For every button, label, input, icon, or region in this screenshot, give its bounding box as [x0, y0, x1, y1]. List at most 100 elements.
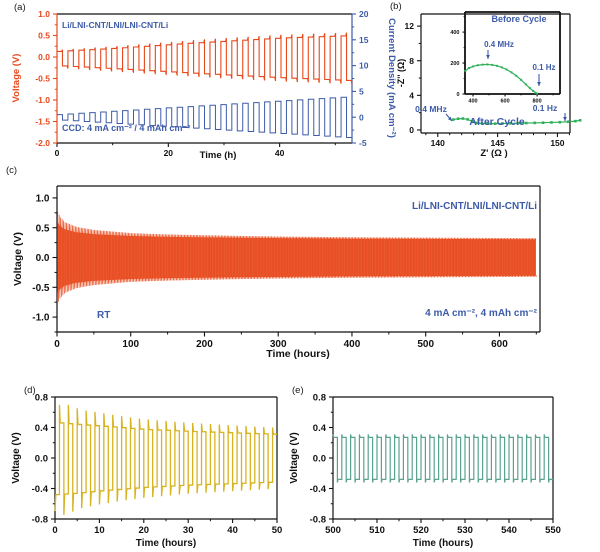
x-tick-label: 520: [413, 525, 429, 536]
y-tick-label: 0: [456, 92, 459, 98]
panel-c-tag: (c): [6, 165, 18, 176]
series-before-cycle-eis: [464, 63, 538, 95]
x-tick-label: 0: [52, 525, 57, 536]
series-marker-after-cycle-eis: [486, 122, 490, 126]
y2-tick-label: 20: [359, 9, 369, 19]
x-tick-label: 140: [431, 138, 445, 148]
x-tick-label: 145: [491, 138, 505, 148]
series-marker-after-cycle-eis: [508, 122, 511, 125]
panel-d: 0 10 20 30 40 50 0.8 0.4 0.0 -0.4 -0.8 Time (hours)…: [11, 392, 282, 549]
y-tick-label: 0.8: [35, 392, 48, 403]
annotation-arrow-head: [563, 117, 567, 121]
c-ylabel: Voltage (V): [12, 232, 24, 286]
y-tick-label: 1.0: [38, 9, 50, 19]
y2-tick-label: -5: [359, 138, 367, 148]
y-tick-label: 0.4: [35, 423, 49, 434]
series-marker-after-cycle-eis: [558, 120, 562, 124]
y-tick-label: -1.0: [35, 95, 50, 105]
y-tick-label: 0.0: [38, 52, 50, 62]
b-ylabel: -Z'' (Ω): [396, 59, 406, 88]
series-current-density: [57, 96, 352, 139]
series-marker-after-cycle-eis: [578, 118, 582, 122]
e-xlabel: Time (hours): [413, 538, 473, 549]
x-tick-label: 600: [500, 99, 509, 105]
series-marker-before-cycle-eis: [468, 67, 471, 70]
c-xlabel: Time (hours): [266, 348, 329, 360]
annotation: 0.4 MHz: [484, 40, 514, 49]
x-tick-label: 530: [457, 525, 473, 536]
y-tick-label: 0.0: [313, 453, 326, 464]
panel-b-tag: (b): [390, 1, 402, 12]
panel-e-tag: (e): [292, 385, 304, 396]
x-tick-label: 150: [550, 138, 564, 148]
y2-tick-label: 15: [359, 35, 369, 45]
panel-b-inset: 400 600 800 0 200 400 Before Cycle 0.4 MHz 0.1 H…: [450, 11, 561, 105]
y-tick-label: 4: [409, 90, 414, 100]
series-marker-before-cycle-eis: [515, 74, 518, 77]
y-tick-label: -0.5: [35, 74, 50, 84]
panel-a: 0 20 40 1.0 0.5 0.0 -0.5 -1.0 -1.5 -2.0 20 15 10 5 0 -5…: [11, 9, 397, 161]
series-marker-before-cycle-eis: [472, 65, 475, 68]
annotation: 0.4 MHz: [415, 104, 447, 114]
y-tick-label: -0.5: [32, 283, 50, 294]
series-marker-before-cycle-eis: [510, 71, 513, 74]
series-marker-before-cycle-eis: [524, 83, 527, 86]
series-voltage-0-50h: [54, 404, 277, 515]
x-tick-label: 30: [183, 525, 194, 536]
x-tick-label: 540: [501, 525, 517, 536]
series-marker-before-cycle-eis: [528, 87, 531, 90]
y-tick-label: 0: [409, 125, 414, 135]
x-tick-label: 20: [164, 148, 174, 158]
x-tick-label: 100: [122, 339, 139, 350]
series-marker-before-cycle-eis: [464, 69, 467, 72]
d-xlabel: Time (hours): [136, 538, 196, 549]
series-marker-after-cycle-eis: [456, 117, 460, 121]
y-tick-label: 400: [450, 30, 459, 36]
series-marker-after-cycle-eis: [516, 121, 520, 125]
series-marker-after-cycle-eis: [566, 120, 570, 124]
y-tick-label: 0.8: [313, 392, 326, 403]
series-marker-before-cycle-eis: [476, 64, 479, 67]
y-tick-label: 0.5: [36, 223, 50, 234]
annotation: Li/LNI-CNT/LNI/LNI-CNT/Li: [412, 201, 537, 212]
series-voltage: [57, 32, 353, 85]
y-tick-label: 1.0: [36, 194, 50, 205]
series-marker-after-cycle-eis: [480, 122, 484, 125]
y2-tick-label: 5: [359, 86, 364, 96]
annotation-arrow-head: [486, 55, 490, 59]
x-tick-label: 300: [270, 339, 287, 350]
y2-tick-label: 10: [359, 61, 369, 71]
series-marker-after-cycle-eis: [550, 121, 553, 124]
series-marker-after-cycle-eis: [574, 119, 577, 123]
y-tick-label: -0.8: [32, 514, 48, 525]
y-tick-label: -1.5: [35, 117, 50, 127]
panel-c: 0 100 200 300 400 500 600 1.0 0.5 0.0 -0.5 -1.0 Time…: [12, 185, 541, 360]
series-marker-before-cycle-eis: [486, 63, 489, 66]
annotation: CCD: 4 mA cm⁻² / 4 mAh cm⁻²: [62, 123, 190, 133]
annotation: Li/LNI-CNT/LNI/LNI-CNT/Li: [62, 20, 168, 30]
a-y2label: Current Density (mA cm⁻²): [386, 18, 397, 138]
panel-d-tag: (d): [24, 385, 36, 396]
series-marker-before-cycle-eis: [532, 89, 535, 92]
series-marker-after-cycle-eis: [471, 120, 474, 123]
series-marker-before-cycle-eis: [505, 68, 508, 71]
x-tick-label: 0: [54, 339, 60, 350]
annotation: 4 mA cm⁻², 4 mAh cm⁻²: [425, 308, 538, 319]
series-marker-before-cycle-eis: [496, 64, 499, 67]
series-marker-after-cycle-eis: [452, 118, 455, 121]
x-tick-label: 200: [196, 339, 213, 350]
annotation-arrow-head: [447, 116, 452, 121]
series-cycling-voltage: [57, 211, 537, 302]
x-tick-label: 500: [417, 339, 434, 350]
a-ylabel: Voltage (V): [11, 54, 22, 103]
x-tick-label: 600: [491, 339, 508, 350]
y-tick-label: -0.4: [32, 484, 49, 495]
x-tick-label: 10: [94, 525, 105, 536]
series-marker-after-cycle-eis: [493, 122, 497, 125]
series-marker-before-cycle-eis: [534, 91, 537, 94]
annotation: 0.1 Hz: [532, 63, 555, 72]
b-xlabel: Z' (Ω ): [480, 148, 507, 159]
series-marker-before-cycle-eis: [520, 78, 523, 81]
series-marker-after-cycle-eis: [475, 121, 479, 125]
x-tick-label: 500: [325, 525, 341, 536]
